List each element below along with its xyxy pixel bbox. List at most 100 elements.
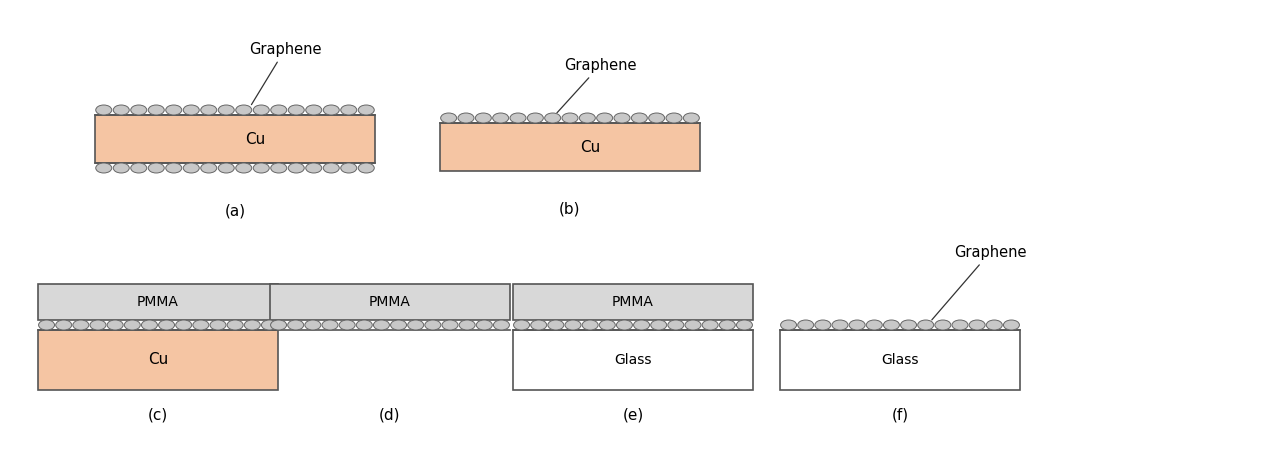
Ellipse shape (200, 163, 217, 173)
Ellipse shape (459, 320, 475, 330)
Ellipse shape (96, 163, 111, 173)
Ellipse shape (511, 113, 526, 123)
Bar (270, 284, 511, 320)
Ellipse shape (148, 163, 165, 173)
Ellipse shape (952, 320, 968, 330)
Ellipse shape (651, 320, 666, 330)
Ellipse shape (124, 320, 141, 330)
Ellipse shape (341, 163, 357, 173)
Text: Cu: Cu (245, 131, 265, 146)
Ellipse shape (90, 320, 106, 330)
Ellipse shape (289, 105, 304, 115)
Text: (f): (f) (892, 408, 908, 423)
Ellipse shape (96, 105, 111, 115)
Ellipse shape (289, 163, 304, 173)
Text: Glass: Glass (882, 353, 919, 367)
Ellipse shape (513, 320, 530, 330)
Ellipse shape (340, 320, 355, 330)
Ellipse shape (614, 113, 630, 123)
Ellipse shape (901, 320, 916, 330)
Ellipse shape (545, 113, 561, 123)
Ellipse shape (158, 320, 175, 330)
Ellipse shape (108, 320, 123, 330)
Ellipse shape (582, 320, 598, 330)
Text: (a): (a) (224, 203, 246, 218)
Ellipse shape (668, 320, 684, 330)
Ellipse shape (476, 320, 493, 330)
Ellipse shape (736, 320, 753, 330)
Ellipse shape (547, 320, 564, 330)
Ellipse shape (359, 105, 374, 115)
Ellipse shape (271, 163, 286, 173)
Ellipse shape (849, 320, 865, 330)
Ellipse shape (917, 320, 934, 330)
Ellipse shape (579, 113, 595, 123)
Ellipse shape (184, 163, 199, 173)
Ellipse shape (986, 320, 1002, 330)
Ellipse shape (683, 113, 699, 123)
Ellipse shape (390, 320, 407, 330)
Ellipse shape (780, 320, 797, 330)
Ellipse shape (218, 163, 234, 173)
Bar (513, 284, 753, 320)
Ellipse shape (142, 320, 157, 330)
Ellipse shape (798, 320, 813, 330)
Ellipse shape (883, 320, 900, 330)
Text: (c): (c) (148, 408, 169, 423)
Ellipse shape (271, 320, 286, 330)
Bar (513, 330, 753, 390)
Ellipse shape (253, 163, 270, 173)
Text: Glass: Glass (614, 353, 651, 367)
Ellipse shape (166, 163, 181, 173)
Ellipse shape (323, 163, 340, 173)
Text: Cu: Cu (148, 352, 169, 368)
Text: (d): (d) (379, 408, 400, 423)
Text: PMMA: PMMA (137, 295, 179, 309)
Text: Graphene: Graphene (931, 245, 1026, 320)
Ellipse shape (253, 105, 270, 115)
Ellipse shape (131, 163, 147, 173)
Text: PMMA: PMMA (612, 295, 654, 309)
Bar (440, 123, 699, 171)
Ellipse shape (493, 320, 509, 330)
Ellipse shape (184, 105, 199, 115)
Ellipse shape (131, 105, 147, 115)
Ellipse shape (305, 105, 322, 115)
Ellipse shape (218, 105, 234, 115)
Text: Graphene: Graphene (557, 58, 636, 113)
Ellipse shape (113, 163, 129, 173)
Bar (780, 330, 1020, 390)
Text: PMMA: PMMA (369, 295, 411, 309)
Ellipse shape (867, 320, 882, 330)
Ellipse shape (597, 113, 613, 123)
Ellipse shape (631, 113, 647, 123)
Bar (38, 284, 277, 320)
Ellipse shape (341, 105, 357, 115)
Ellipse shape (815, 320, 831, 330)
Ellipse shape (73, 320, 89, 330)
Ellipse shape (457, 113, 474, 123)
Ellipse shape (475, 113, 492, 123)
Ellipse shape (288, 320, 304, 330)
Ellipse shape (305, 320, 321, 330)
Ellipse shape (38, 320, 54, 330)
Ellipse shape (935, 320, 950, 330)
Ellipse shape (634, 320, 650, 330)
Text: (e): (e) (622, 408, 644, 423)
Ellipse shape (493, 113, 508, 123)
Bar (95, 115, 375, 163)
Bar (38, 330, 277, 390)
Ellipse shape (374, 320, 389, 330)
Ellipse shape (408, 320, 423, 330)
Ellipse shape (113, 105, 129, 115)
Ellipse shape (166, 105, 181, 115)
Ellipse shape (271, 105, 286, 115)
Ellipse shape (176, 320, 191, 330)
Ellipse shape (359, 163, 374, 173)
Ellipse shape (527, 113, 544, 123)
Ellipse shape (245, 320, 260, 330)
Ellipse shape (305, 163, 322, 173)
Text: (b): (b) (559, 201, 580, 216)
Ellipse shape (236, 105, 252, 115)
Ellipse shape (617, 320, 632, 330)
